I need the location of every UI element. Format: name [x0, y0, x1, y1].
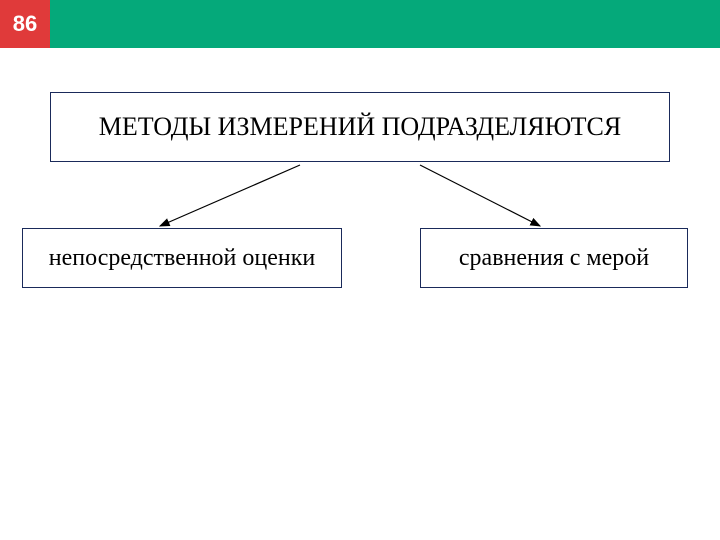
- leaf-right-box: сравнения с мерой: [420, 228, 688, 288]
- slide: 86 МЕТОДЫ ИЗМЕРЕНИЙ ПОДРАЗДЕЛЯЮТСЯ непос…: [0, 0, 720, 540]
- leaf-left-box: непосредственной оценки: [22, 228, 342, 288]
- leaf-left-text: непосредственной оценки: [49, 245, 316, 272]
- leaf-right-text: сравнения с мерой: [459, 245, 649, 272]
- arrow-right: [420, 165, 540, 226]
- title-box: МЕТОДЫ ИЗМЕРЕНИЙ ПОДРАЗДЕЛЯЮТСЯ: [50, 92, 670, 162]
- header-bar: [50, 0, 720, 48]
- arrow-left: [160, 165, 300, 226]
- title-text: МЕТОДЫ ИЗМЕРЕНИЙ ПОДРАЗДЕЛЯЮТСЯ: [99, 112, 622, 142]
- slide-number-box: 86: [0, 0, 50, 48]
- slide-number: 86: [13, 11, 37, 37]
